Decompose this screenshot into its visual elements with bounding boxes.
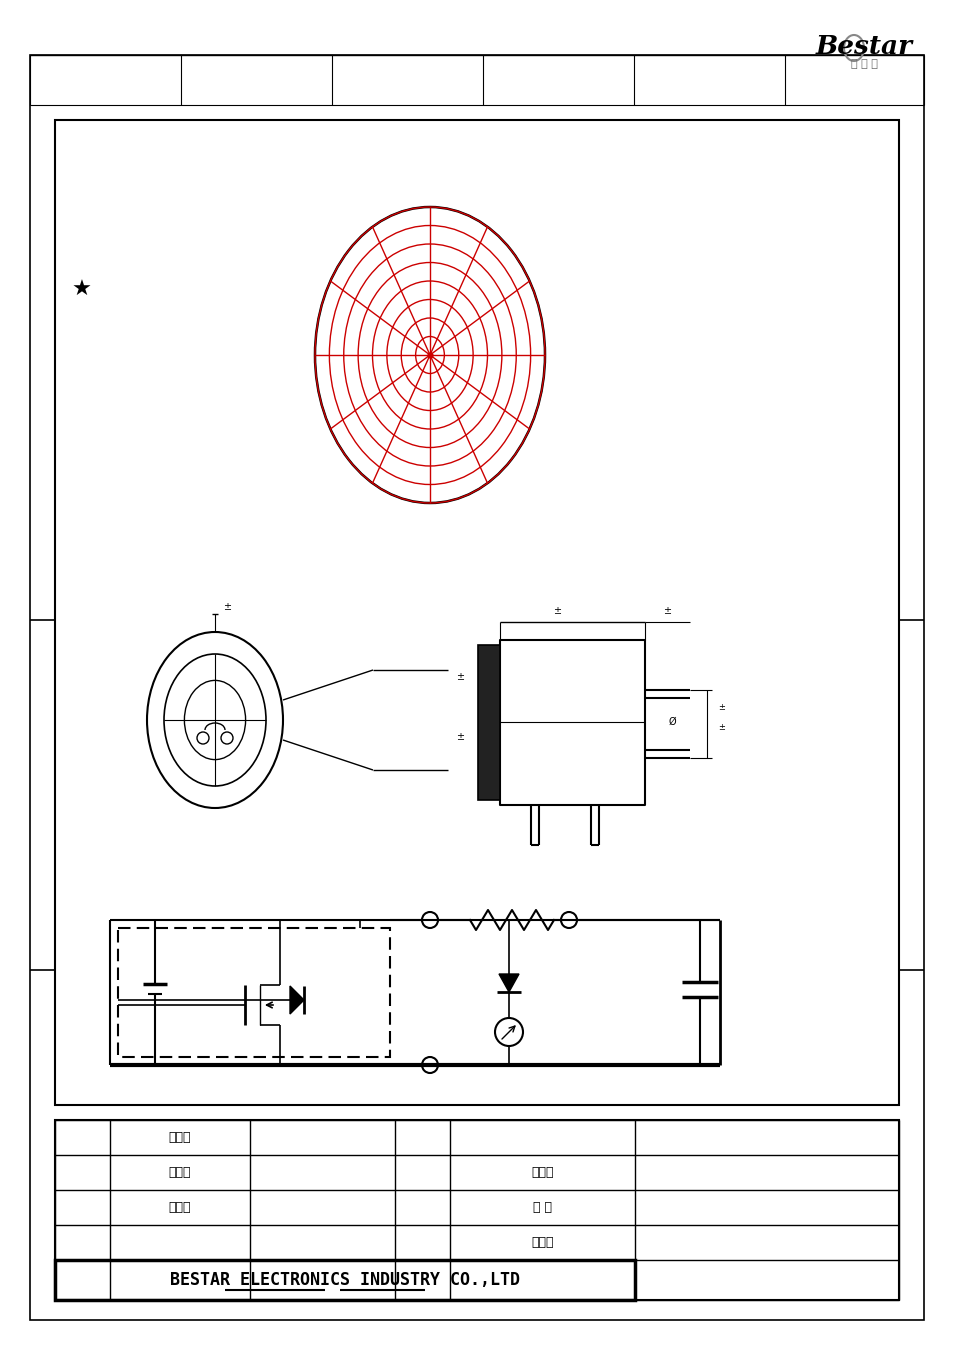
Bar <box>55 1120 898 1300</box>
Text: 王丽娟: 王丽娟 <box>169 1166 191 1179</box>
Text: ±: ± <box>456 671 463 682</box>
Bar <box>499 640 644 805</box>
Text: Bestar: Bestar <box>815 34 911 58</box>
Text: ±: ± <box>718 703 724 712</box>
Polygon shape <box>498 974 518 992</box>
Text: ±: ± <box>553 607 560 616</box>
Text: 王焉焉: 王焉焉 <box>531 1166 553 1179</box>
Text: Ø: Ø <box>667 717 675 727</box>
Text: 张秀琴: 张秀琴 <box>531 1236 553 1250</box>
Text: 徐 波: 徐 波 <box>533 1201 552 1215</box>
Polygon shape <box>290 986 304 1015</box>
Text: ±: ± <box>223 603 231 612</box>
Text: ±: ± <box>718 723 724 732</box>
Text: 王焉焉: 王焉焉 <box>169 1131 191 1144</box>
Bar <box>55 1260 635 1300</box>
Text: ★: ★ <box>71 280 91 300</box>
Bar <box>55 120 898 1105</box>
Bar <box>118 928 390 1056</box>
Text: 博 士 建: 博 士 建 <box>850 59 877 69</box>
Text: ±: ± <box>456 732 463 742</box>
Text: ±: ± <box>662 607 670 616</box>
Text: BESTAR ELECTRONICS INDUSTRY CO.,LTD: BESTAR ELECTRONICS INDUSTRY CO.,LTD <box>170 1271 519 1289</box>
Text: 姜丽嫦: 姜丽嫦 <box>169 1201 191 1215</box>
Bar <box>477 644 499 800</box>
